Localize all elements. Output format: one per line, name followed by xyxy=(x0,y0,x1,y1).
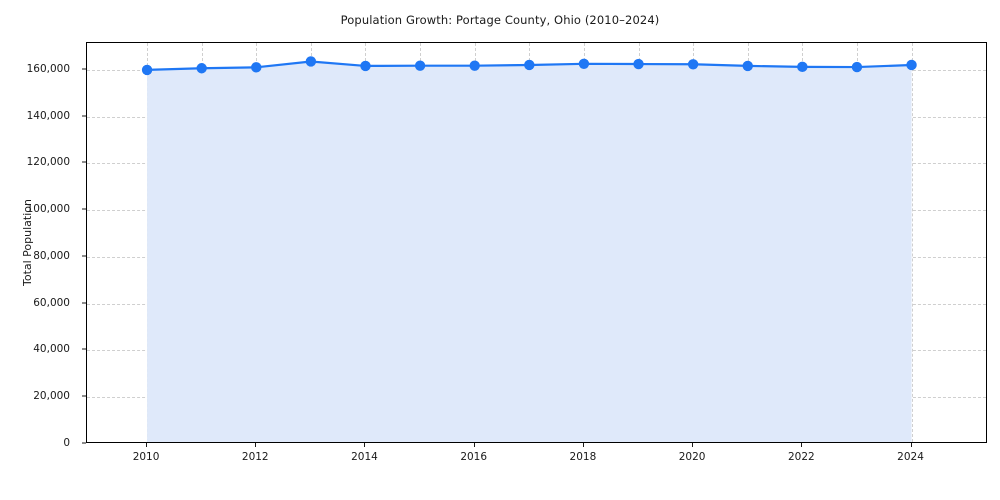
y-tick-label: 120,000 xyxy=(26,156,70,169)
area-fill xyxy=(147,61,912,442)
data-point-2010 xyxy=(141,64,153,76)
y-tick-label: 40,000 xyxy=(33,343,70,356)
x-tick-label: 2012 xyxy=(241,451,269,463)
y-tick-mark xyxy=(82,255,86,257)
data-point-2017 xyxy=(524,59,535,71)
data-point-2011 xyxy=(196,63,207,74)
chart-title: Population Growth: Portage County, Ohio … xyxy=(340,13,660,27)
data-point-2013 xyxy=(305,56,317,67)
plot-area xyxy=(86,42,987,443)
data-point-2023 xyxy=(851,61,863,73)
data-point-2019 xyxy=(633,58,644,70)
x-tick-mark xyxy=(582,443,584,447)
y-tick-label: 60,000 xyxy=(33,296,70,309)
x-tick-mark xyxy=(473,443,475,447)
x-tick-label: 2016 xyxy=(460,451,488,463)
y-tick-mark xyxy=(82,161,86,163)
y-tick-label: 0 xyxy=(63,437,70,449)
data-point-2012 xyxy=(251,62,262,73)
y-tick-label: 80,000 xyxy=(33,249,70,262)
data-point-2022 xyxy=(797,61,808,73)
data-point-2024 xyxy=(906,59,917,71)
y-tick-label: 20,000 xyxy=(33,390,70,403)
y-tick-mark xyxy=(82,115,86,117)
x-tick-label: 2024 xyxy=(897,451,924,463)
y-tick-mark xyxy=(82,68,86,70)
data-point-2021 xyxy=(742,60,753,72)
y-tick-label: 160,000 xyxy=(26,62,70,75)
y-tick-mark xyxy=(82,302,86,304)
x-tick-label: 2020 xyxy=(678,451,706,463)
y-axis-label: Total Population xyxy=(21,199,34,286)
x-tick-mark xyxy=(255,443,257,447)
x-tick-mark xyxy=(692,443,694,447)
x-tick-mark xyxy=(801,443,803,447)
x-tick-label: 2014 xyxy=(351,451,378,463)
x-tick-mark xyxy=(910,443,912,447)
y-tick-mark xyxy=(82,395,86,397)
y-tick-mark xyxy=(82,348,86,350)
x-tick-mark xyxy=(146,443,148,447)
x-tick-label: 2018 xyxy=(569,451,597,463)
y-tick-label: 140,000 xyxy=(26,109,70,122)
y-tick-label: 100,000 xyxy=(26,203,70,216)
y-tick-mark xyxy=(82,208,86,210)
data-point-2020 xyxy=(687,59,699,70)
data-point-2018 xyxy=(578,58,590,70)
x-tick-label: 2010 xyxy=(132,451,160,463)
data-point-2014 xyxy=(360,60,371,72)
data-point-markers xyxy=(141,56,917,76)
x-tick-mark xyxy=(364,443,366,447)
x-tick-label: 2022 xyxy=(787,451,815,463)
population-line-series xyxy=(141,56,917,442)
y-tick-mark xyxy=(82,442,86,444)
data-point-2015 xyxy=(414,60,426,71)
data-point-2016 xyxy=(469,60,480,71)
